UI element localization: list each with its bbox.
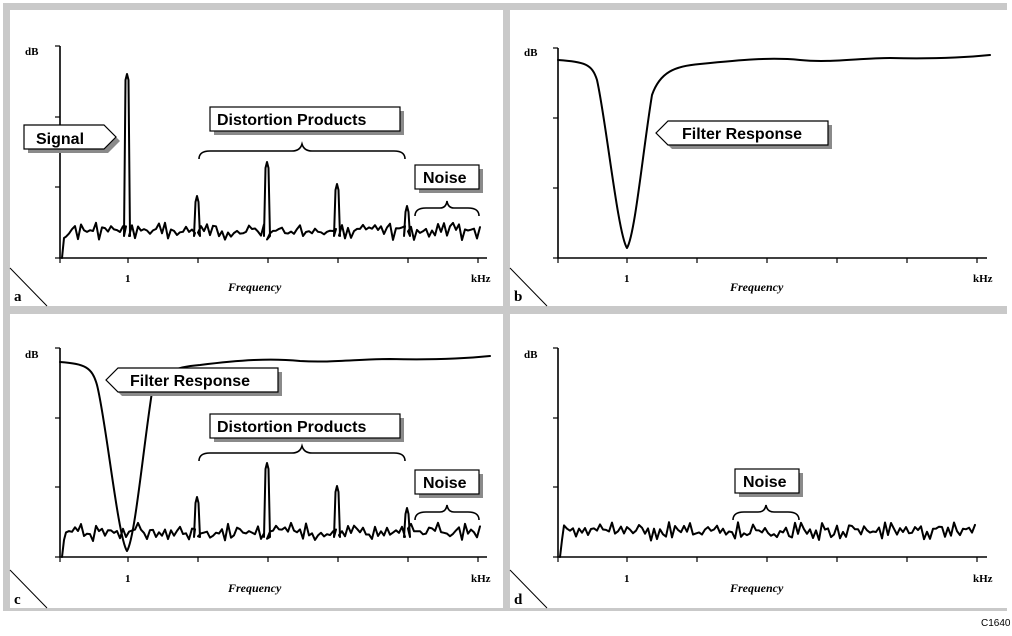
panel-b: dB 1 kHz Frequency b Filter Response [509,10,1007,307]
panel-c-filter-callout: Filter Response [105,367,282,396]
panel-c-x-unit: kHz [471,573,491,585]
panel-a-letter: a [14,289,22,305]
panel-c-x-label: Frequency [227,581,282,595]
panel-c-distortion-label: Distortion Products [217,419,366,436]
panel-c-filter-label: Filter Response [130,373,250,390]
panel-a-x-tick-label: 1 [125,273,131,285]
panel-a-noise-callout: Noise [414,164,483,193]
panel-c-y-unit: dB [25,349,39,361]
panel-b-x-unit: kHz [973,273,993,285]
panel-b-y-unit: dB [524,47,538,59]
panel-a-corner [9,267,48,307]
panel-a-signal-callout: Signal [23,124,120,153]
panel-b-corner [509,267,548,307]
panel-a-x-unit: kHz [471,273,491,285]
panel-b-filter-callout: Filter Response [655,120,832,149]
panel-c-noise-callout: Noise [414,469,483,498]
panel-d-y-ticks [553,347,558,558]
panel-d-background [510,314,1007,608]
panel-d-x-tick-label: 1 [624,573,630,585]
panel-b-letter: b [514,289,522,305]
panel-a-spectrum-trace [61,73,481,259]
panel-c-y-ticks [55,347,60,558]
panel-b-x-tick-label: 1 [624,273,630,285]
panel-a: dB 1 kHz Frequency a Signal Distortion P… [9,10,503,307]
panel-b-filter-label: Filter Response [682,126,802,143]
panel-b-y-ticks [553,47,558,259]
panel-a-x-label: Frequency [227,280,282,294]
panel-d-letter: d [514,592,523,608]
panel-a-distortion-callout: Distortion Products [209,106,404,135]
panel-c-corner [9,569,48,609]
panel-d-x-ticks [557,557,978,562]
panel-d-corner [509,569,548,609]
panel-b-x-ticks [557,258,978,263]
panel-d-noise-callout: Noise [734,468,803,497]
panel-c-noise-label: Noise [423,475,467,492]
figure-id: C1640 [981,618,1011,629]
panel-a-y-ticks [55,45,60,259]
panel-c-letter: c [14,592,21,608]
panel-c-distortion-brace [198,443,406,462]
panel-c: dB 1 kHz Frequency c Filter Response Dis… [9,314,503,609]
panel-a-distortion-label: Distortion Products [217,112,366,129]
panel-d-noise-label: Noise [743,474,787,491]
panel-a-noise-brace [414,200,480,217]
panel-a-y-unit: dB [25,46,39,58]
panel-d-noise-trace [559,521,976,558]
panel-b-background [510,10,1007,306]
panel-a-background [10,10,503,306]
panel-d-noise-brace [732,504,800,521]
panel-a-distortion-brace [198,141,406,160]
panel-b-x-label: Frequency [729,280,784,294]
panel-b-filter-trace [557,54,991,249]
panel-a-signal-label: Signal [36,131,84,148]
panel-a-noise-label: Noise [423,170,467,187]
panel-c-noise-brace [414,504,480,521]
panel-c-background [10,314,503,608]
panel-c-x-tick-label: 1 [125,573,131,585]
panel-d-x-unit: kHz [973,573,993,585]
panel-c-distortion-callout: Distortion Products [209,413,404,442]
panel-d: dB 1 kHz Frequency d Noise [509,314,1007,609]
panel-c-x-ticks [59,557,479,562]
panel-d-x-label: Frequency [729,581,784,595]
panel-a-x-ticks [59,258,479,263]
panel-c-spectrum-trace [61,462,481,558]
panel-d-y-unit: dB [524,349,538,361]
